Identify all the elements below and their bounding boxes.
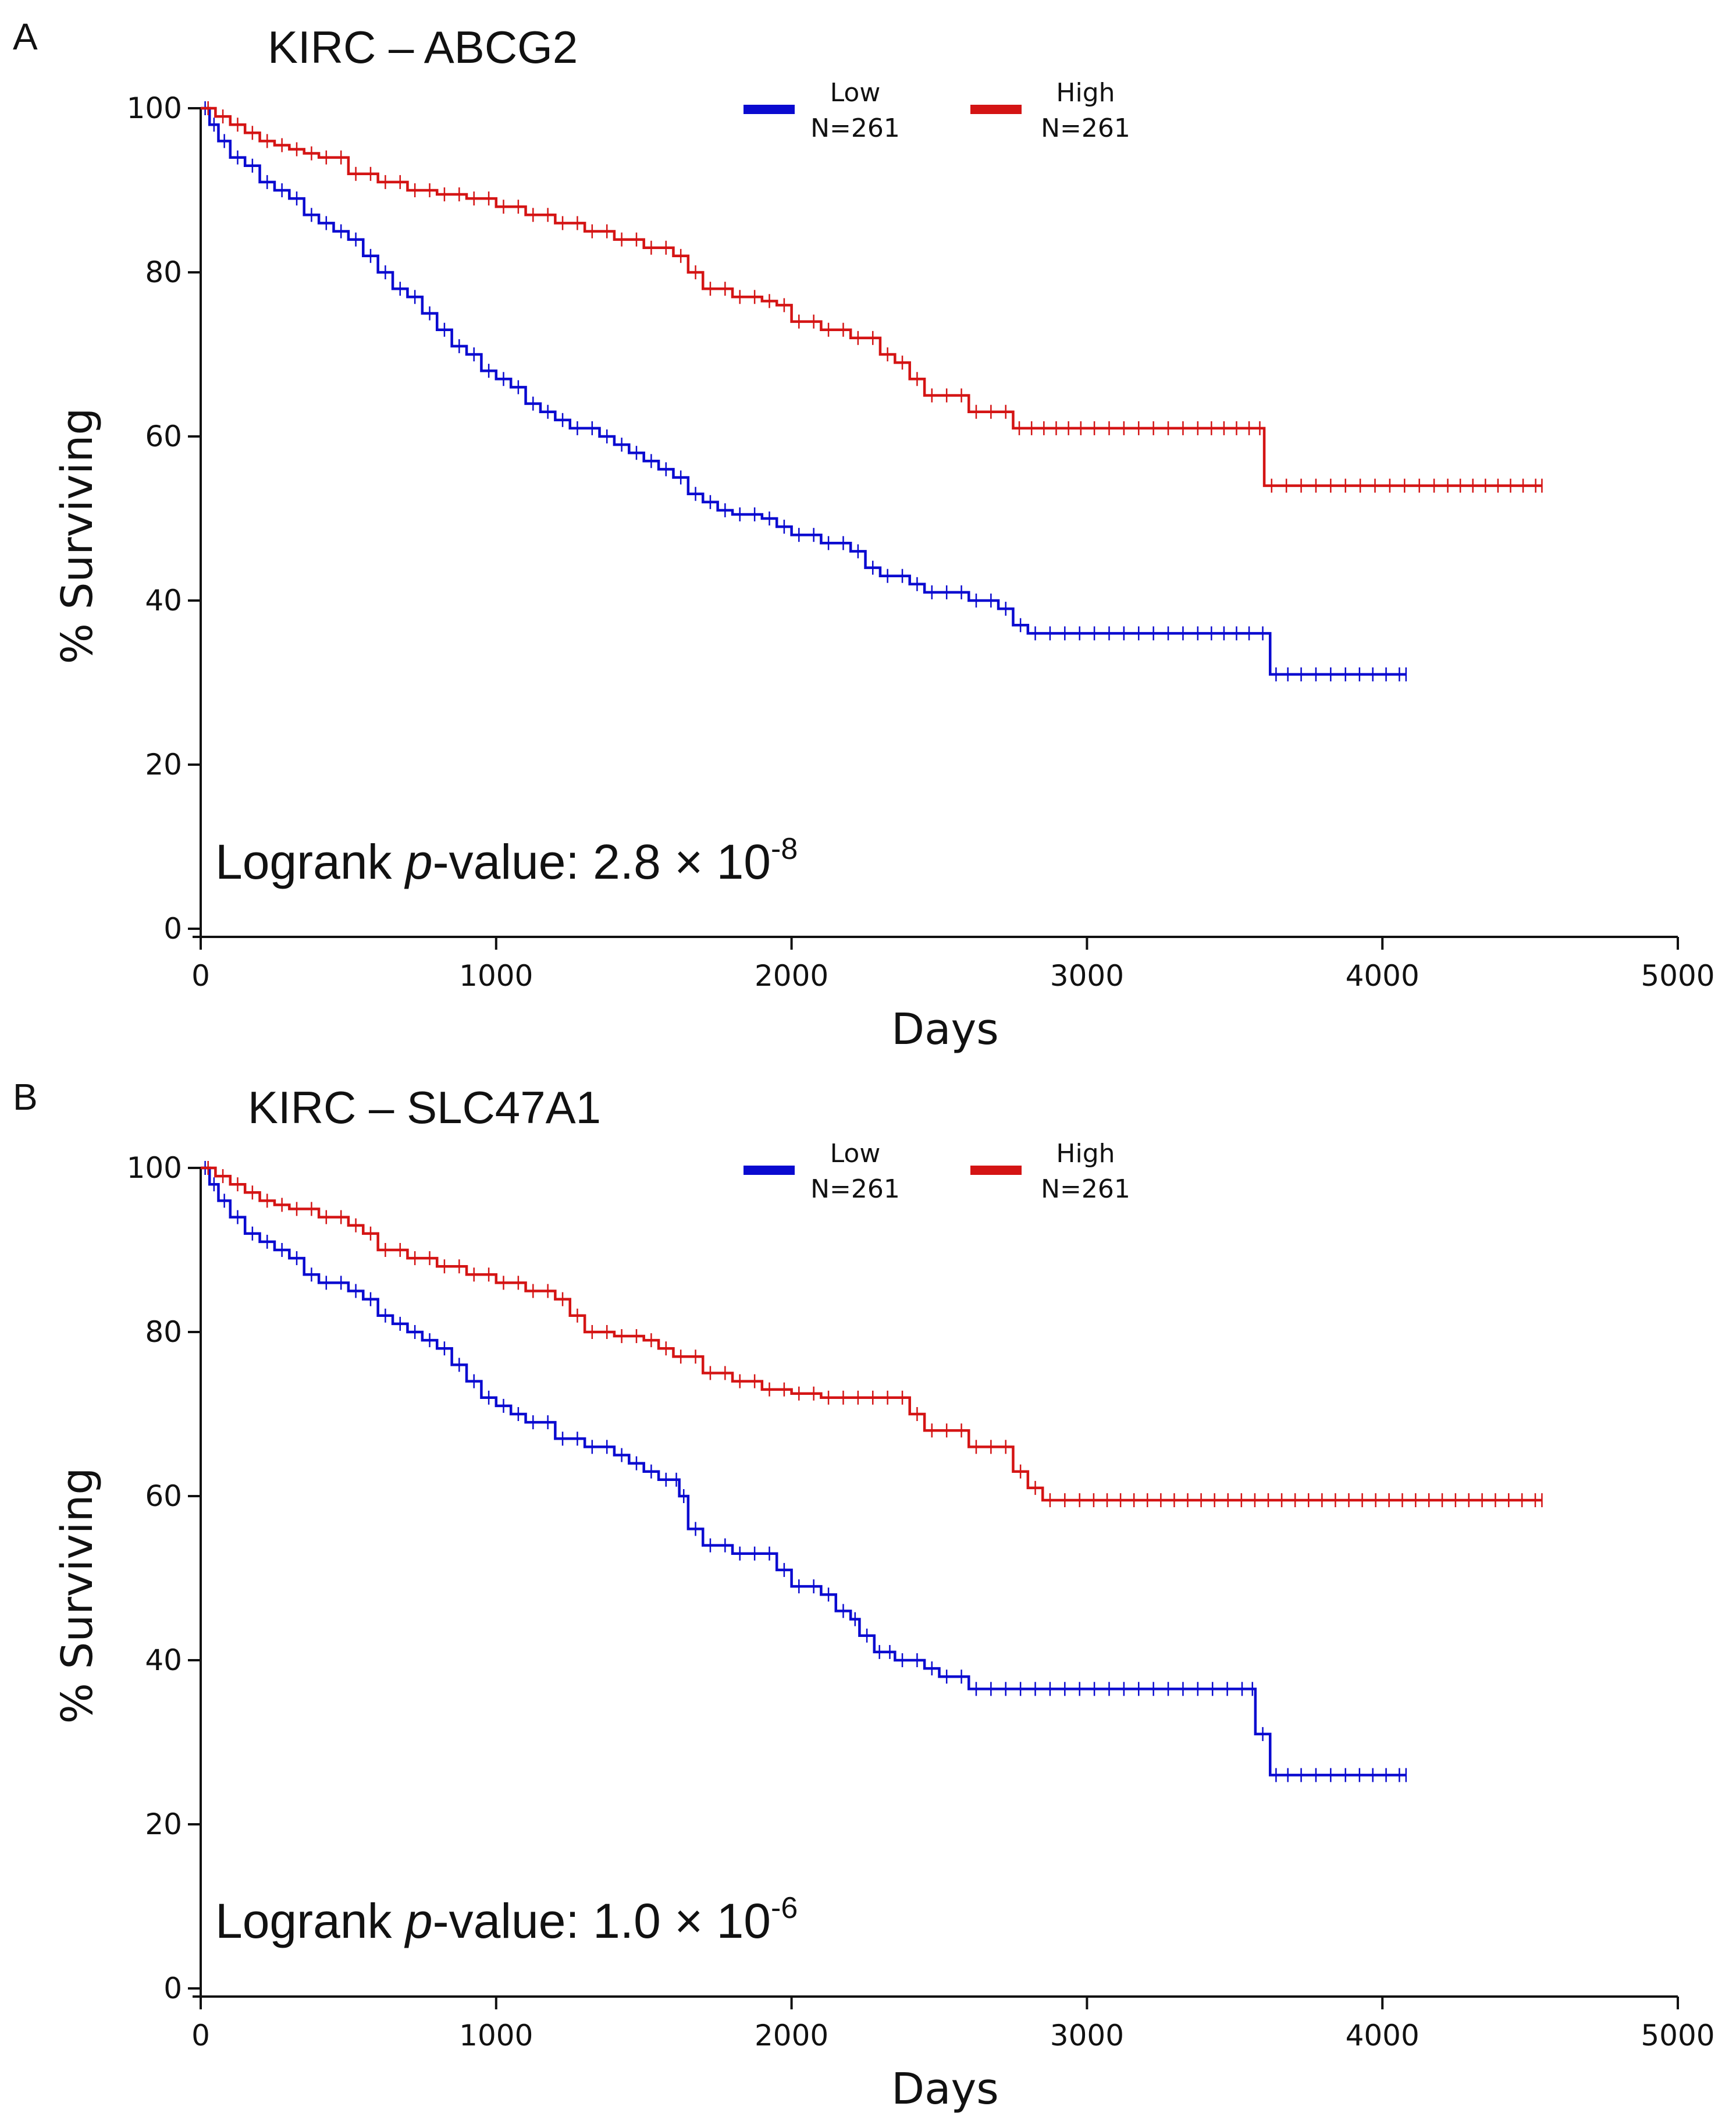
pvalue-exponent: -8 bbox=[771, 832, 798, 866]
logrank-pvalue: Logrank p-value: 1.0 × 10-6 bbox=[215, 1891, 798, 1948]
x-tick-label: 4000 bbox=[1346, 959, 1420, 993]
x-tick-label: 1000 bbox=[459, 2019, 533, 2052]
panel-a: A KIRC – ABCG2 Low N=261 High N=261 Logr… bbox=[13, 16, 1715, 1054]
y-tick-label: 80 bbox=[145, 255, 182, 289]
y-tick-label: 100 bbox=[127, 91, 182, 125]
y-tick-label: 20 bbox=[145, 1807, 182, 1841]
y-tick-label: 60 bbox=[145, 1479, 182, 1513]
y-tick-label: 100 bbox=[127, 1151, 182, 1185]
legend-swatch-low bbox=[744, 105, 795, 114]
censor-marks-high bbox=[207, 1161, 1543, 1508]
legend-label-high: High bbox=[1056, 1139, 1115, 1168]
survival-curve-high bbox=[201, 106, 1542, 487]
x-tick-label: 3000 bbox=[1050, 959, 1124, 993]
chart-title: KIRC – SLC47A1 bbox=[248, 1082, 601, 1133]
logrank-pvalue: Logrank p-value: 2.8 × 10-8 bbox=[215, 832, 798, 889]
x-tick-label: 5000 bbox=[1641, 959, 1714, 993]
legend-n-low: N=261 bbox=[810, 113, 900, 143]
pvalue-italic: p bbox=[404, 1894, 433, 1948]
censor-marks-low bbox=[204, 101, 1407, 681]
censor-marks-high bbox=[207, 101, 1543, 493]
x-axis-label: Days bbox=[891, 2064, 999, 2114]
survival-curve-high bbox=[201, 1166, 1542, 1502]
x-tick-label: 3000 bbox=[1050, 2019, 1124, 2052]
pvalue-prefix: Logrank bbox=[215, 834, 405, 889]
x-tick-label: 5000 bbox=[1641, 2019, 1714, 2052]
y-axis-label: % Surviving bbox=[52, 1468, 102, 1724]
legend: Low N=261 High N=261 bbox=[744, 78, 1130, 143]
panel-b: B KIRC – SLC47A1 Low N=261 High N=261 Lo… bbox=[13, 1076, 1715, 2114]
legend: Low N=261 High N=261 bbox=[744, 1139, 1130, 1204]
legend-n-high: N=261 bbox=[1041, 113, 1130, 143]
x-tick-label: 4000 bbox=[1346, 2019, 1420, 2052]
x-tick-label: 0 bbox=[191, 2019, 210, 2052]
panel-letter: A bbox=[13, 16, 38, 58]
y-axis-label: % Surviving bbox=[52, 408, 102, 665]
legend-label-low: Low bbox=[830, 78, 881, 108]
legend-swatch-high bbox=[970, 1166, 1022, 1175]
pvalue-text: -value: 2.8 × 10 bbox=[433, 834, 771, 889]
legend-label-low: Low bbox=[830, 1139, 881, 1168]
legend-swatch-high bbox=[970, 105, 1022, 114]
survival-curve-low bbox=[201, 1166, 1406, 1777]
censor-marks-low bbox=[204, 1161, 1407, 1782]
legend-label-high: High bbox=[1056, 78, 1115, 108]
pvalue-prefix: Logrank bbox=[215, 1894, 405, 1948]
y-tick-label: 40 bbox=[145, 584, 182, 617]
pvalue-italic: p bbox=[404, 834, 433, 889]
x-axis-label: Days bbox=[891, 1004, 999, 1054]
x-tick-label: 0 bbox=[191, 959, 210, 993]
chart-title: KIRC – ABCG2 bbox=[268, 22, 578, 73]
y-tick-label: 80 bbox=[145, 1315, 182, 1349]
y-tick-label: 40 bbox=[145, 1643, 182, 1677]
survival-curve-low bbox=[201, 106, 1406, 676]
y-tick-label: 0 bbox=[163, 1972, 182, 2005]
pvalue-text: -value: 1.0 × 10 bbox=[433, 1894, 771, 1948]
y-tick-label: 0 bbox=[163, 912, 182, 946]
y-tick-label: 60 bbox=[145, 420, 182, 453]
x-tick-label: 1000 bbox=[459, 959, 533, 993]
panel-letter: B bbox=[13, 1076, 38, 1118]
legend-n-low: N=261 bbox=[810, 1174, 900, 1204]
legend-n-high: N=261 bbox=[1041, 1174, 1130, 1204]
pvalue-exponent: -6 bbox=[771, 1891, 798, 1925]
y-tick-label: 20 bbox=[145, 748, 182, 782]
legend-swatch-low bbox=[744, 1166, 795, 1175]
x-tick-label: 2000 bbox=[755, 2019, 828, 2052]
x-tick-label: 2000 bbox=[755, 959, 828, 993]
